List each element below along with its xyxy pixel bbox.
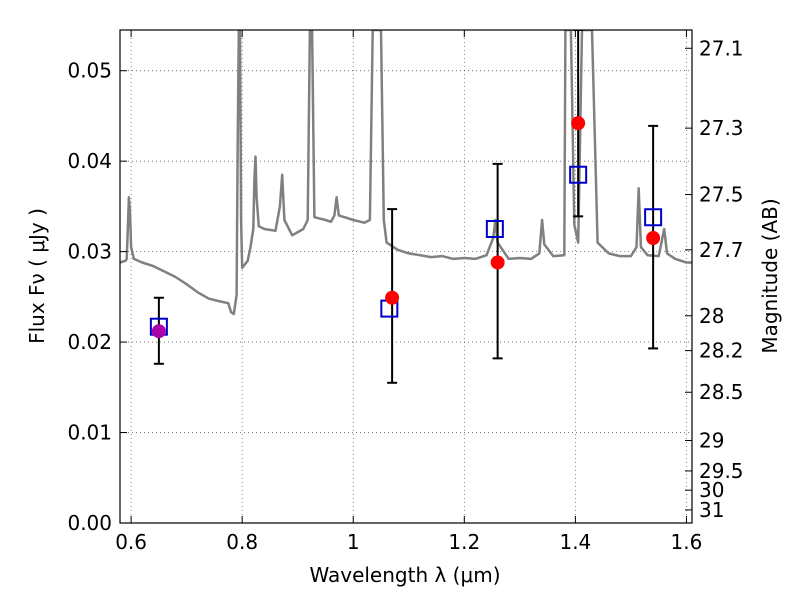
- y-axis-right-title: Magnitude (AB): [758, 198, 782, 353]
- mag-tick-label: 28.2: [699, 339, 744, 363]
- grid-layer: [120, 30, 692, 524]
- y-tick-label: 0.05: [67, 59, 112, 83]
- x-tick-label: 1.2: [448, 530, 480, 554]
- spectrum-layer: [120, 30, 692, 316]
- mag-tick-label: 28: [699, 304, 724, 328]
- x-tick-label: 0.6: [115, 530, 147, 554]
- x-tick-label: 1.4: [559, 530, 591, 554]
- model-photometry-square: [569, 165, 588, 184]
- mag-tick-label: 27.7: [699, 238, 744, 262]
- x-axis-title: Wavelength λ (μm): [309, 563, 500, 587]
- observed-photometry-point: [571, 116, 586, 131]
- mag-tick-label: 29.5: [699, 459, 744, 483]
- spectrum-line: [120, 30, 692, 316]
- mag-tick-label: 27.5: [699, 183, 744, 207]
- mag-tick-label: 27.3: [699, 116, 744, 140]
- y-tick-label: 0.04: [67, 149, 112, 173]
- y-tick-label: 0.01: [67, 421, 112, 445]
- y-tick-label: 0.02: [67, 330, 112, 354]
- observed-photometry-point: [490, 255, 505, 270]
- mag-tick-label: 28.5: [699, 380, 744, 404]
- y-axis-title: Flux Fν ( μJy ): [25, 208, 49, 344]
- mag-tick-label: 27.1: [699, 36, 744, 60]
- y-tick-label: 0.00: [67, 511, 112, 535]
- model-photometry-square: [644, 208, 663, 227]
- label-layer: 0.6 0.8 1 1.2 1.4 1.6 0.00 0.01 0.02 0.03 0.04 0.05…: [67, 36, 743, 554]
- observed-photometry-point: [385, 290, 400, 305]
- mag-tick-label: 30: [699, 478, 724, 502]
- plot-frame: [119, 29, 693, 524]
- x-tick-label: 0.8: [226, 530, 258, 554]
- axes-layer: [119, 29, 693, 524]
- model-photometry-square: [485, 220, 504, 239]
- mag-tick-label: 29: [699, 429, 724, 453]
- x-tick-label: 1: [347, 530, 360, 554]
- observed-photometry-point: [151, 324, 166, 339]
- y-tick-label: 0.03: [67, 240, 112, 264]
- observed-photometry-point: [646, 231, 661, 246]
- marker-layer: [149, 116, 663, 339]
- x-tick-label: 1.6: [671, 530, 703, 554]
- errorbar-layer: [153, 30, 659, 384]
- mag-tick-label: 31: [699, 498, 724, 522]
